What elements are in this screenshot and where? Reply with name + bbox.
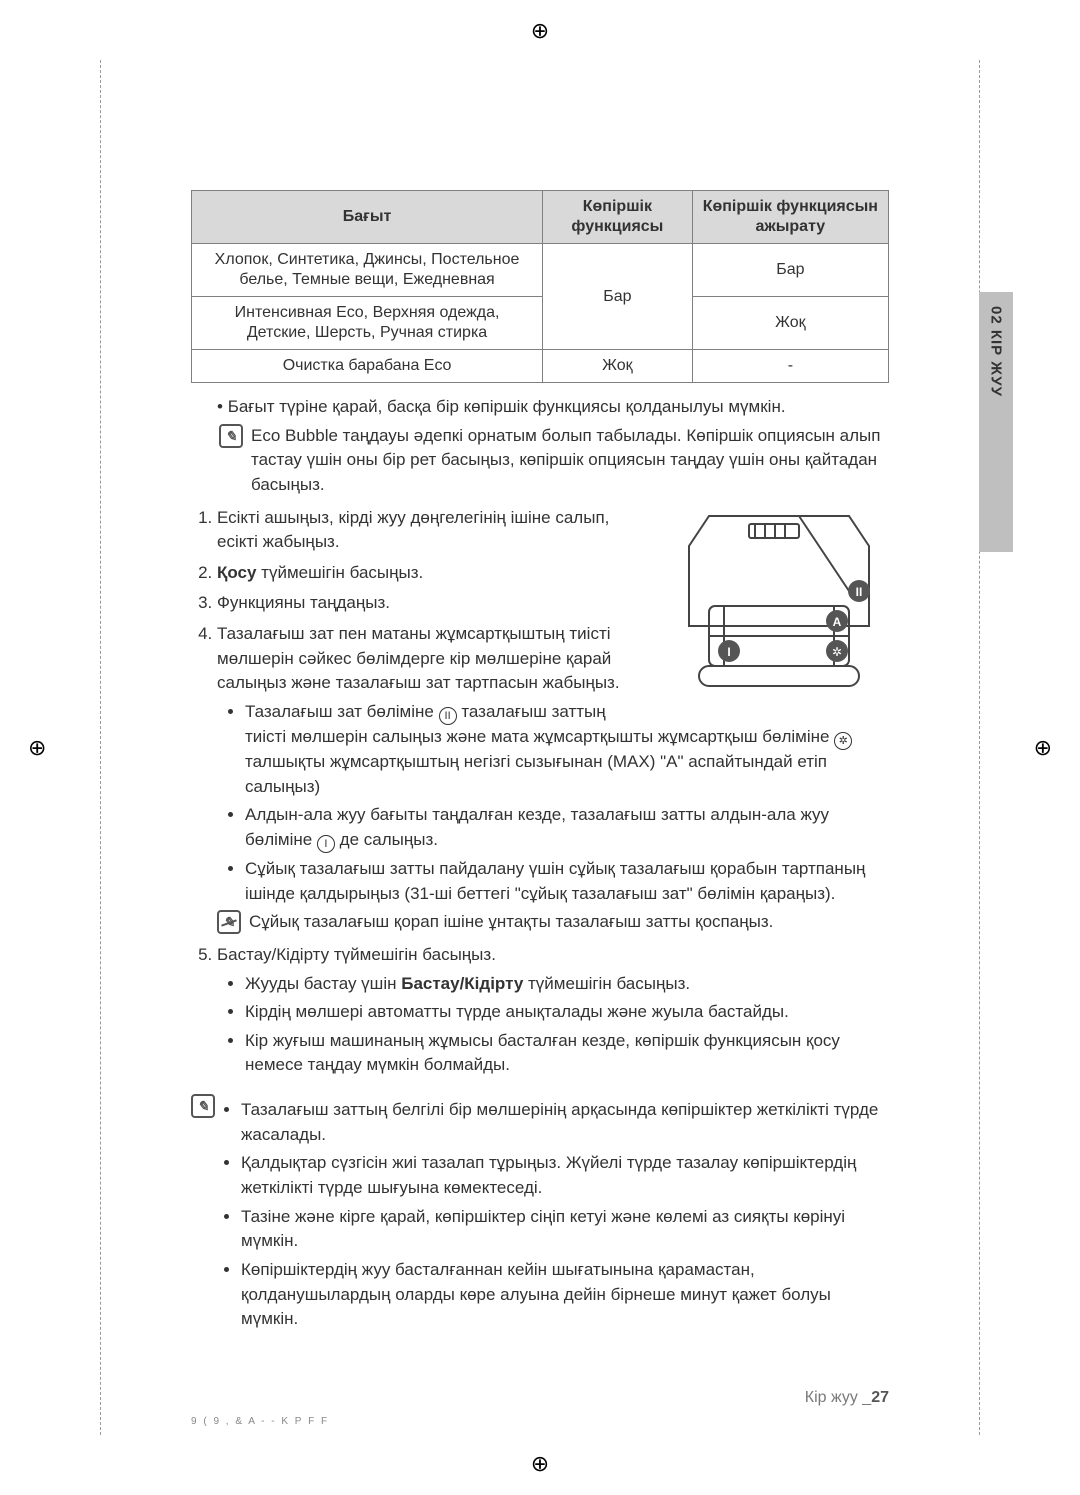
note-text: Eco Bubble таңдауы әдепкі орнатым болып …	[251, 424, 889, 498]
circled-i-icon: I	[317, 835, 335, 853]
footer-label: Кір жуу _	[805, 1389, 871, 1406]
th-bubble-disable: Көпіршік функциясын ажырату	[692, 191, 888, 244]
table-row: Очистка барабана Eco Жоқ -	[192, 350, 889, 383]
cell: Интенсивная Eco, Верхняя одежда, Детские…	[192, 297, 543, 350]
tip-4: Көпіршіктердің жуу басталғаннан кейін шы…	[241, 1258, 889, 1332]
note-liquid-detergent: ✎ Сұйық тазалағыш қорап ішіне ұнтақты та…	[217, 910, 889, 935]
step-4-sub-1: Тазалағыш зат бөліміне II тазалағыш затт…	[245, 700, 889, 799]
note-bubble-tips: ✎ Тазалағыш заттың белгілі бір мөлшеріні…	[191, 1094, 889, 1336]
note-tips-body: Тазалағыш заттың белгілі бір мөлшерінің …	[223, 1094, 889, 1336]
caution-icon: ✎	[217, 910, 241, 934]
step-4-sub-2: Алдын-ала жуу бағыты таңдалған кезде, та…	[245, 803, 889, 853]
bubble-function-table: Бағыт Көпіршік функциясы Көпіршік функци…	[191, 190, 889, 383]
step-4-text: Тазалағыш зат пен матаны жұмсартқыштың т…	[217, 624, 620, 692]
cell: Хлопок, Синтетика, Джинсы, Постельное бе…	[192, 244, 543, 297]
note-eco-bubble: ✎ Eco Bubble таңдауы әдепкі орнатым болы…	[219, 424, 889, 498]
svg-text:II: II	[856, 585, 863, 599]
page-footer: Кір жуу _27	[805, 1389, 889, 1407]
svg-text:A: A	[833, 615, 842, 629]
tip-1: Тазалағыш заттың белгілі бір мөлшерінің …	[241, 1098, 889, 1147]
note-icon: ✎	[191, 1094, 215, 1118]
tip-3: Тазіне және кірге қарай, көпіршіктер сің…	[241, 1205, 889, 1254]
step-5-sub-1: Жууды бастау үшін Бастау/Кідірту түймеші…	[245, 972, 889, 997]
page-frame: 02 КІР ЖУУ Бағыт Көпіршік функциясы Көпі…	[100, 60, 980, 1435]
step-5: Бастау/Кідірту түймешігін басыңыз. Жууды…	[217, 943, 889, 1078]
t: Тазалағыш зат бөліміне	[245, 702, 439, 721]
section-side-tab: 02 КІР ЖУУ	[979, 292, 1013, 552]
svg-text:✲: ✲	[832, 645, 842, 659]
t: де салыңыз.	[340, 830, 438, 849]
print-meta: 9 ( 9 , & A - - K P F F	[191, 1416, 329, 1427]
note-icon: ✎	[219, 424, 243, 448]
step-5-sub-3: Кір жуғыш машинаның жұмысы басталған кез…	[245, 1029, 889, 1078]
circled-ii-icon: II	[439, 707, 457, 725]
intro-bullet: • Бағыт түріне қарай, басқа бір көпіршік…	[191, 395, 889, 420]
step-5-sub-2: Кірдің мөлшері автоматты түрде анықталад…	[245, 1000, 889, 1025]
cell: Очистка барабана Eco	[192, 350, 543, 383]
cell: Бар	[692, 244, 888, 297]
table-row: Хлопок, Синтетика, Джинсы, Постельное бе…	[192, 244, 889, 297]
step-2-bold: Қосу	[217, 563, 256, 582]
crop-mark-top: ⊕	[531, 18, 549, 44]
step-5-text: Бастау/Кідірту түймешігін басыңыз.	[217, 945, 496, 964]
cell: Бар	[543, 244, 693, 350]
th-direction: Бағыт	[192, 191, 543, 244]
intro-bullet-text: Бағыт түріне қарай, басқа бір көпіршік ф…	[228, 397, 786, 416]
step-5-sub: Жууды бастау үшін Бастау/Кідірту түймеші…	[217, 972, 889, 1079]
step-2-rest: түймешігін басыңыз.	[256, 563, 423, 582]
note-text: Сұйық тазалағыш қорап ішіне ұнтақты таза…	[249, 910, 773, 935]
body-content: • Бағыт түріне қарай, басқа бір көпіршік…	[191, 395, 889, 1336]
circled-flower-icon: ✲	[834, 732, 852, 750]
start-pause-bold: Бастау/Кідірту	[401, 974, 523, 993]
cell: Жоқ	[543, 350, 693, 383]
detergent-drawer-diagram: II A I ✲	[669, 506, 889, 706]
th-bubble-fn: Көпіршік функциясы	[543, 191, 693, 244]
tip-2: Қалдықтар сүзгісін жиі тазалап тұрыңыз. …	[241, 1151, 889, 1200]
table-row: Интенсивная Eco, Верхняя одежда, Детские…	[192, 297, 889, 350]
crop-mark-left: ⊕	[28, 735, 46, 761]
footer-page-number: 27	[871, 1389, 889, 1406]
step-4-sub: Тазалағыш зат бөліміне II тазалағыш затт…	[217, 700, 889, 906]
svg-text:I: I	[727, 645, 730, 659]
crop-mark-bottom: ⊕	[531, 1451, 549, 1477]
t: Жууды бастау үшін	[245, 974, 401, 993]
cell: Жоқ	[692, 297, 888, 350]
step-4-sub-3: Сұйық тазалағыш затты пайдалану үшін сұй…	[245, 857, 889, 906]
t: түймешігін басыңыз.	[523, 974, 690, 993]
cell: -	[692, 350, 888, 383]
tips-list: Тазалағыш заттың белгілі бір мөлшерінің …	[223, 1098, 889, 1332]
side-tab-label: 02 КІР ЖУУ	[988, 306, 1005, 397]
crop-mark-right: ⊕	[1034, 735, 1052, 761]
t: талшықты жұмсартқыштың негізгі сызығынан…	[245, 752, 827, 796]
